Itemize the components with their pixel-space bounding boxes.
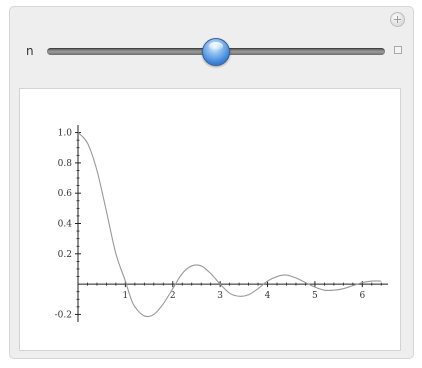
x-tick-label: 6 — [359, 291, 365, 301]
control-label-n: n — [26, 44, 34, 58]
y-tick-label: 0.4 — [58, 220, 73, 230]
y-tick-label: -0.2 — [55, 310, 72, 320]
x-tick-label: 4 — [265, 291, 271, 301]
x-tick-label: 5 — [312, 291, 318, 301]
plot-area: 1 2 3 4 5 6 -0.2 0.2 0.4 0.6 0.8 1.0 — [19, 88, 401, 351]
x-tick-label: 3 — [217, 291, 223, 301]
x-tick-label: 2 — [170, 291, 176, 301]
series-line — [77, 132, 382, 318]
y-tick-label: 1.0 — [58, 129, 73, 139]
y-tick-label: 0.6 — [58, 189, 73, 199]
slider-thumb[interactable] — [202, 38, 230, 66]
slider-expand-icon[interactable] — [394, 46, 402, 54]
y-tick-label: 0.2 — [58, 250, 72, 260]
y-tick-label: 0.8 — [58, 159, 73, 169]
options-plus-icon[interactable] — [390, 12, 405, 27]
x-tick-label: 1 — [123, 291, 129, 301]
chart-svg: 1 2 3 4 5 6 -0.2 0.2 0.4 0.6 0.8 1.0 — [55, 125, 388, 322]
